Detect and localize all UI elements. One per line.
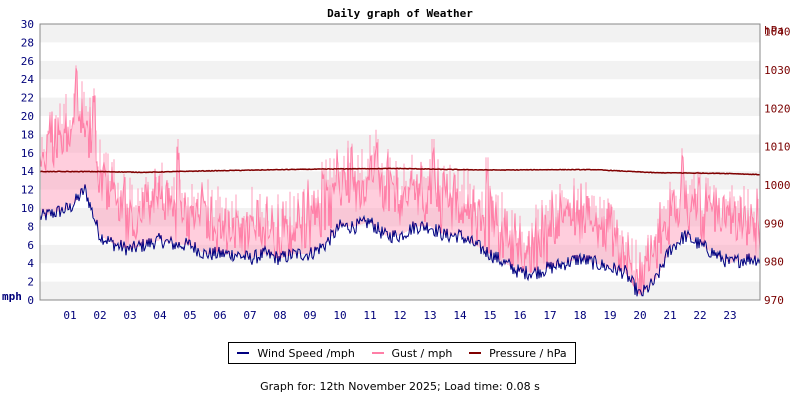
legend-item-wind: Wind Speed /mph <box>237 347 355 360</box>
wind-swatch-icon <box>237 352 250 354</box>
footer-status: Graph for: 12th November 2025; Load time… <box>260 380 540 393</box>
x-tick-label: 01 <box>63 309 76 322</box>
gust-series-line <box>39 67 761 295</box>
x-tick-label: 04 <box>153 309 167 322</box>
right-tick-label: 980 <box>764 256 784 269</box>
right-tick-label: 1010 <box>764 141 791 154</box>
left-tick-label: 4 <box>27 257 34 270</box>
grid-band <box>40 134 760 153</box>
left-tick-label: 22 <box>21 92 34 105</box>
right-tick-label: 970 <box>764 294 784 307</box>
left-tick-label: 14 <box>21 165 35 178</box>
x-tick-label: 08 <box>273 309 286 322</box>
right-axis-unit: hPa <box>764 24 784 37</box>
x-tick-label: 05 <box>183 309 196 322</box>
left-tick-label: 24 <box>21 73 35 86</box>
pressure-series-line <box>39 167 761 176</box>
legend-label-gust: Gust / mph <box>391 346 453 360</box>
x-tick-label: 15 <box>483 309 496 322</box>
x-tick-label: 12 <box>393 309 406 322</box>
legend-item-gust: Gust / mph <box>371 346 453 360</box>
x-tick-label: 23 <box>723 309 736 322</box>
x-tick-label: 11 <box>363 309 376 322</box>
legend-label-pressure: Pressure / hPa <box>489 346 567 360</box>
right-tick-label: 1040 <box>764 26 791 39</box>
left-tick-label: 6 <box>27 239 34 252</box>
left-tick-label: 18 <box>21 128 34 141</box>
x-tick-label: 19 <box>603 309 616 322</box>
right-tick-label: 1020 <box>764 102 791 115</box>
x-tick-label: 03 <box>123 309 136 322</box>
right-axis-ticks: 970 980 990 1000 1010 1020 1030 1040 <box>764 26 791 307</box>
grid-band <box>40 152 760 172</box>
x-tick-label: 07 <box>243 309 256 322</box>
right-tick-label: 1000 <box>764 179 791 192</box>
right-tick-label: 990 <box>764 217 784 230</box>
left-tick-label: 20 <box>21 110 34 123</box>
x-axis-ticks: 01 02 03 04 05 06 07 08 09 10 11 12 13 14 15 16 17 18 19 20… <box>63 309 736 322</box>
left-tick-label: 0 <box>27 294 34 307</box>
grid-band <box>40 24 760 43</box>
x-tick-label: 18 <box>573 309 586 322</box>
grid-band <box>40 97 760 116</box>
left-tick-label: 12 <box>21 184 34 197</box>
grid-band <box>40 79 760 98</box>
x-tick-label: 20 <box>633 309 646 322</box>
plot-frame <box>39 23 761 301</box>
legend: Wind Speed /mph Gust / mph Pressure / hP… <box>228 342 576 364</box>
x-tick-label: 13 <box>423 309 436 322</box>
x-tick-label: 14 <box>453 309 467 322</box>
chart-title: Daily graph of Weather <box>327 7 473 20</box>
x-tick-label: 17 <box>543 309 556 322</box>
right-tick-label: 1030 <box>764 64 791 77</box>
grid-band <box>40 116 760 135</box>
grid-band <box>40 171 760 190</box>
grid-band <box>40 281 760 300</box>
x-tick-label: 09 <box>303 309 316 322</box>
left-tick-label: 28 <box>21 36 34 49</box>
left-axis-unit: mph <box>2 290 22 303</box>
gust-swatch-icon <box>371 352 384 354</box>
pressure-swatch-icon <box>469 352 482 354</box>
x-tick-label: 21 <box>663 309 676 322</box>
left-tick-label: 16 <box>21 147 34 160</box>
left-tick-label: 26 <box>21 55 34 68</box>
wind-speed-series-line <box>39 184 761 297</box>
left-tick-label: 2 <box>27 276 34 289</box>
x-tick-label: 16 <box>513 309 526 322</box>
grid-band <box>40 42 760 61</box>
grid-band <box>40 60 760 80</box>
left-tick-label: 8 <box>27 220 34 233</box>
legend-label-wind: Wind Speed /mph <box>257 346 355 360</box>
legend-item-pressure: Pressure / hPa <box>469 347 567 360</box>
left-tick-label: 10 <box>21 202 34 215</box>
x-tick-label: 06 <box>213 309 226 322</box>
grid-band <box>40 263 760 282</box>
x-tick-label: 02 <box>93 309 106 322</box>
x-tick-label: 10 <box>333 309 346 322</box>
left-tick-label: 30 <box>21 18 34 31</box>
x-tick-label: 22 <box>693 309 706 322</box>
